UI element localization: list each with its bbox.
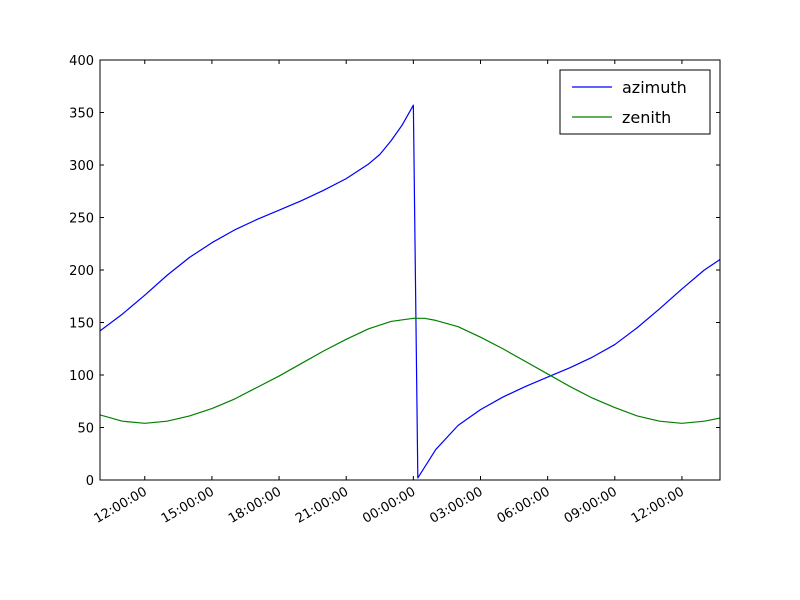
legend-label-zenith: zenith [622, 108, 671, 127]
legend-box [559, 69, 711, 135]
y-tick-label: 250 [69, 212, 94, 227]
legend: azimuth zenith [559, 69, 711, 135]
y-tick-label: 300 [69, 159, 94, 174]
series-layer [100, 104, 720, 479]
y-tick-label: 400 [69, 54, 94, 69]
series-line-azimuth [100, 104, 720, 479]
y-axis: 0 50 100 150 200 250 300 350 400 [69, 54, 720, 489]
y-tick-label: 0 [86, 474, 94, 489]
legend-label-azimuth: azimuth [622, 78, 687, 97]
y-tick-label: 350 [69, 107, 94, 122]
y-tick-label: 200 [69, 264, 94, 279]
y-tick-label: 50 [77, 422, 94, 437]
series-line-zenith [100, 317, 720, 424]
y-tick-label: 150 [69, 317, 94, 332]
y-tick-label: 100 [69, 369, 94, 384]
